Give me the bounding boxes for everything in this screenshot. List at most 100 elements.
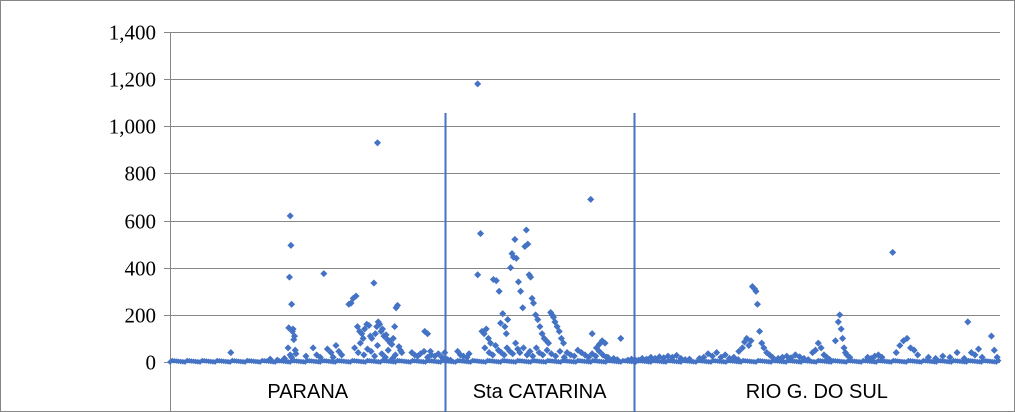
data-point [735, 347, 743, 355]
data-point [338, 351, 346, 359]
data-point [391, 323, 399, 331]
data-point [734, 356, 742, 364]
data-point [673, 351, 681, 359]
data-point [284, 344, 292, 352]
data-point [434, 350, 442, 358]
y-tick-label: 0 [146, 351, 157, 375]
data-point [502, 330, 510, 338]
data-point [544, 339, 553, 347]
data-point [721, 351, 729, 359]
data-point [482, 325, 490, 333]
data-point [371, 330, 379, 338]
data-point [760, 344, 768, 352]
data-point [924, 353, 932, 361]
data-point [359, 334, 367, 342]
data-point [309, 344, 317, 352]
data-point [424, 330, 432, 338]
data-point [290, 336, 298, 344]
data-point [889, 248, 897, 256]
data-point [585, 353, 593, 361]
data-point [512, 254, 520, 262]
data-point [517, 287, 525, 295]
data-point [501, 323, 509, 331]
data-point [273, 356, 281, 364]
data-point [939, 352, 947, 360]
data-point [495, 287, 503, 295]
data-point [878, 353, 886, 361]
data-point [474, 271, 482, 279]
data-point [587, 195, 595, 203]
data-point [373, 139, 382, 147]
data-point [285, 273, 294, 281]
data-point [378, 350, 386, 358]
data-point [302, 352, 310, 360]
y-tick-label: 1,400 [109, 21, 156, 45]
data-point [512, 339, 520, 347]
region-label-3: RIO G. DO SUL [746, 381, 888, 403]
data-point [287, 241, 295, 249]
data-point [846, 353, 854, 361]
data-point [381, 353, 389, 361]
data-point [476, 230, 485, 238]
data-point [524, 240, 532, 248]
data-point [613, 356, 621, 364]
data-point [738, 344, 746, 352]
data-point [280, 354, 289, 362]
data-point [987, 332, 995, 340]
data-point [826, 356, 834, 364]
data-point [836, 311, 844, 319]
data-point [601, 339, 609, 347]
data-point [499, 310, 507, 318]
data-point [527, 273, 535, 281]
data-point [903, 334, 911, 342]
data-point [446, 356, 455, 364]
data-point [391, 351, 399, 359]
data-point [638, 354, 646, 362]
data-point [756, 327, 764, 335]
data-point [681, 356, 689, 364]
data-point [504, 316, 512, 324]
data-point [617, 334, 625, 342]
data-point [519, 304, 527, 312]
data-point [509, 350, 517, 358]
data-point [914, 351, 922, 359]
data-point [384, 346, 392, 354]
y-tick-label: 200 [125, 304, 157, 328]
data-point [388, 340, 396, 348]
data-point [360, 351, 368, 359]
data-point [351, 344, 359, 352]
data-point [465, 350, 473, 358]
data-point [560, 353, 568, 361]
data-point [474, 80, 482, 88]
data-point [960, 354, 968, 362]
region-label-2: Sta CATARINA [473, 381, 607, 403]
data-point [753, 300, 761, 308]
data-point [556, 347, 564, 355]
data-point [389, 334, 397, 342]
data-point [393, 301, 402, 309]
data-point [354, 349, 362, 357]
data-point [536, 323, 544, 331]
y-tick-label: 1,000 [109, 115, 156, 139]
data-points [167, 80, 1002, 365]
axes: 0 200 400 600 800 1,000 1,200 1,400 [109, 21, 171, 412]
data-point [500, 351, 508, 359]
region-labels: PARANA Sta CATARINA RIO G. DO SUL [267, 381, 888, 403]
y-tick-label: 600 [125, 210, 157, 234]
data-point [708, 352, 716, 360]
data-point [441, 349, 449, 357]
data-point [516, 349, 524, 357]
data-point [398, 349, 406, 357]
data-point [971, 351, 979, 359]
data-point [685, 355, 694, 363]
data-point [487, 339, 495, 347]
data-point [570, 352, 578, 360]
data-point [288, 300, 296, 308]
data-point [323, 345, 331, 353]
data-point [514, 278, 522, 286]
data-point [368, 334, 376, 342]
data-point [534, 316, 542, 324]
data-point [481, 344, 489, 352]
